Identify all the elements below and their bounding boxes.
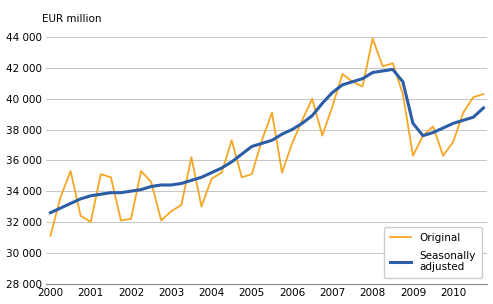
Legend: Original, Seasonally
adjusted: Original, Seasonally adjusted <box>384 227 482 278</box>
Original <box>400 92 406 96</box>
Seasonally
adjusted <box>319 102 325 105</box>
Original <box>440 154 446 157</box>
Seasonally
adjusted <box>430 131 436 134</box>
Original <box>178 203 184 207</box>
Original <box>47 234 53 238</box>
Seasonally
adjusted <box>118 191 124 195</box>
Original <box>88 220 94 224</box>
Seasonally
adjusted <box>47 211 53 215</box>
Seasonally
adjusted <box>229 160 235 164</box>
Original <box>390 61 396 65</box>
Original <box>209 177 214 181</box>
Original <box>98 172 104 176</box>
Seasonally
adjusted <box>158 183 164 187</box>
Original <box>340 72 346 76</box>
Seasonally
adjusted <box>299 122 305 125</box>
Seasonally
adjusted <box>279 132 285 136</box>
Seasonally
adjusted <box>350 80 355 84</box>
Original <box>481 92 487 96</box>
Seasonally
adjusted <box>78 197 84 201</box>
Seasonally
adjusted <box>460 119 466 122</box>
Seasonally
adjusted <box>128 189 134 193</box>
Original <box>370 37 376 40</box>
Original <box>460 111 466 114</box>
Original <box>78 214 84 218</box>
Seasonally
adjusted <box>269 138 275 142</box>
Original <box>269 111 275 114</box>
Seasonally
adjusted <box>219 166 225 170</box>
Seasonally
adjusted <box>440 126 446 130</box>
Seasonally
adjusted <box>340 83 346 87</box>
Seasonally
adjusted <box>138 188 144 192</box>
Original <box>188 155 194 159</box>
Seasonally
adjusted <box>168 183 174 187</box>
Original <box>148 180 154 184</box>
Original <box>259 138 265 142</box>
Original <box>470 95 476 99</box>
Original <box>219 171 225 174</box>
Seasonally
adjusted <box>58 206 64 210</box>
Seasonally
adjusted <box>329 91 335 94</box>
Original <box>158 219 164 222</box>
Seasonally
adjusted <box>450 122 456 125</box>
Text: EUR million: EUR million <box>42 14 102 24</box>
Seasonally
adjusted <box>199 175 205 179</box>
Seasonally
adjusted <box>188 178 194 182</box>
Original <box>168 209 174 213</box>
Line: Original: Original <box>50 39 484 236</box>
Original <box>199 205 205 208</box>
Seasonally
adjusted <box>239 152 245 156</box>
Original <box>68 169 73 173</box>
Seasonally
adjusted <box>400 80 406 84</box>
Original <box>279 171 285 174</box>
Seasonally
adjusted <box>359 77 365 81</box>
Seasonally
adjusted <box>178 181 184 185</box>
Original <box>58 195 64 199</box>
Seasonally
adjusted <box>249 145 255 148</box>
Original <box>319 134 325 137</box>
Seasonally
adjusted <box>68 202 73 205</box>
Original <box>420 134 426 137</box>
Original <box>410 154 416 157</box>
Seasonally
adjusted <box>98 192 104 196</box>
Original <box>359 85 365 88</box>
Seasonally
adjusted <box>148 185 154 188</box>
Original <box>450 140 456 144</box>
Original <box>299 119 305 122</box>
Seasonally
adjusted <box>108 191 114 195</box>
Line: Seasonally
adjusted: Seasonally adjusted <box>50 69 484 213</box>
Original <box>128 217 134 221</box>
Original <box>138 169 144 173</box>
Seasonally
adjusted <box>380 69 386 73</box>
Original <box>118 219 124 222</box>
Seasonally
adjusted <box>370 71 376 74</box>
Seasonally
adjusted <box>309 114 315 117</box>
Seasonally
adjusted <box>209 171 214 174</box>
Seasonally
adjusted <box>470 115 476 119</box>
Seasonally
adjusted <box>390 67 396 71</box>
Seasonally
adjusted <box>259 142 265 145</box>
Seasonally
adjusted <box>420 134 426 137</box>
Original <box>430 125 436 128</box>
Original <box>289 142 295 145</box>
Original <box>239 175 245 179</box>
Seasonally
adjusted <box>88 194 94 198</box>
Seasonally
adjusted <box>289 128 295 131</box>
Original <box>108 175 114 179</box>
Original <box>249 172 255 176</box>
Seasonally
adjusted <box>481 106 487 110</box>
Original <box>309 97 315 101</box>
Original <box>380 64 386 68</box>
Original <box>329 105 335 108</box>
Seasonally
adjusted <box>410 122 416 125</box>
Original <box>350 80 355 84</box>
Original <box>229 138 235 142</box>
